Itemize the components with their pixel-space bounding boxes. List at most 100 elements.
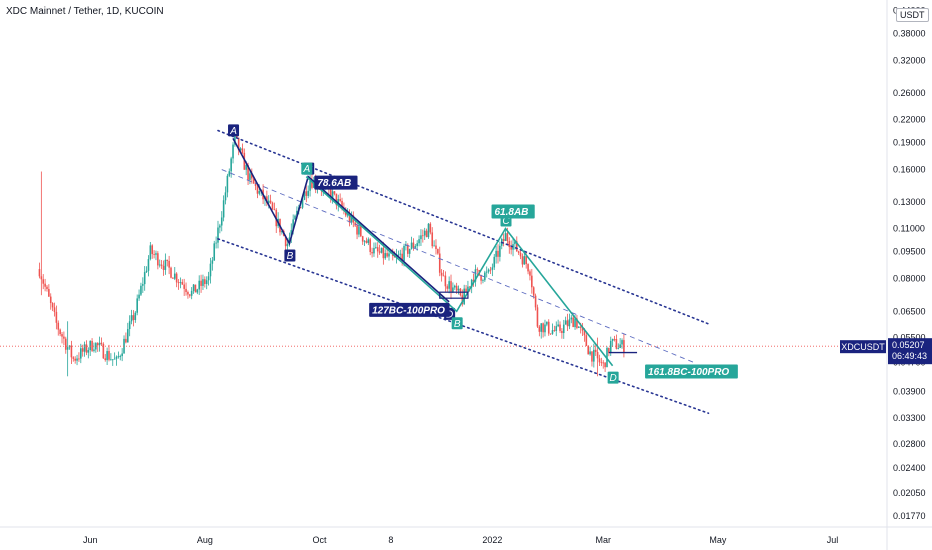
candle-body [172,277,174,279]
candle [514,240,516,250]
currency-button[interactable]: USDT [896,8,929,22]
candle-body [117,356,120,358]
candle-body [303,191,306,200]
candle [102,342,105,359]
y-tick-label: 0.02800 [893,439,926,449]
candle [249,169,251,185]
candle-body [301,199,304,208]
candle [61,331,63,344]
candle-body [508,240,511,248]
point-label-box [607,371,619,384]
x-tick-label: 2022 [482,535,502,545]
candle-body [126,329,129,343]
candle [474,264,477,287]
candle-body [547,321,550,334]
point-label-box [451,317,463,330]
candle-body [453,285,456,288]
candle-body [344,210,347,216]
candle-body [455,285,458,291]
candle [119,354,122,361]
candle-body [281,230,283,233]
candle [145,266,148,274]
candle [339,193,341,203]
candle-body [251,173,253,179]
candle [363,240,366,247]
candle-body [397,254,400,256]
candle-body [239,148,242,151]
candle [453,284,456,290]
candle [232,142,234,164]
tag-61-8ab-box [491,204,535,219]
pattern-blue-point-b: B [284,249,296,262]
y-tick-label: 0.09500 [893,247,926,257]
candle [433,240,435,247]
candle [89,340,92,356]
channel-upper-line [217,129,710,325]
candle [46,285,48,292]
y-tick-label: 0.03900 [893,387,926,397]
candle [100,337,103,346]
candle-body [157,253,159,266]
candle-body [198,280,200,290]
candle-body [361,236,364,242]
candle-body [544,324,546,333]
candle [172,277,174,279]
tag-161-8bc-100pro: 161.8BC-100PRO [645,364,738,379]
candle [405,240,407,251]
pattern-green-point-a: A [301,162,313,175]
candle [452,282,454,294]
candle-body [98,342,101,346]
candle-body [611,338,614,341]
candle [83,341,86,357]
candle [570,315,573,324]
candle [224,186,227,205]
candle-body [267,200,270,204]
candle-body [140,285,142,295]
candle [95,342,97,353]
candle [219,223,221,234]
candle [217,220,219,249]
candle [175,272,178,288]
candle-body [220,217,223,226]
candle [578,326,580,329]
candle-body [489,269,492,271]
candle-body [66,347,69,350]
candle [376,242,379,258]
candle-body [121,353,123,357]
candle-body [596,352,599,359]
candle [108,344,110,362]
candle [561,328,563,339]
candle [476,267,479,275]
candle-body [119,356,122,357]
candle [566,313,569,332]
candle [185,282,187,296]
candle [487,268,490,274]
candle-body [145,270,148,273]
candle [157,251,159,270]
y-tick-label: 0.11000 [893,224,925,234]
candle-body [48,289,50,297]
candle-body [480,275,482,281]
candle [378,244,381,255]
candle-body [85,344,88,353]
candle [619,338,621,349]
candle [549,333,552,335]
candle [305,185,308,203]
candle [521,253,524,268]
candle-body [585,335,588,346]
candle [211,256,214,271]
candle [544,319,546,337]
candle-body [373,248,375,254]
candle [149,242,152,261]
candle [72,356,75,362]
candle [194,284,197,293]
candle-body [442,275,445,277]
candle [44,278,46,292]
candle-body [335,193,338,206]
candle [431,227,434,249]
candle-body [593,349,595,362]
point-label-box [284,249,296,262]
candle-body [40,276,43,280]
candle-body [559,324,561,331]
